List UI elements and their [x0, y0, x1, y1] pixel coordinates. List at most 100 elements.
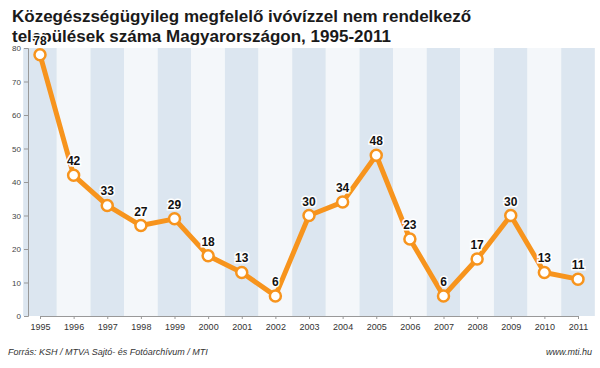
x-tick-mark — [175, 316, 176, 319]
data-label: 33 — [101, 184, 115, 198]
x-tick-label: 1997 — [98, 322, 118, 332]
y-tick-label: 0 — [17, 312, 22, 321]
chart: Közegészségügyileg megfelelő ivóvízzel n… — [0, 0, 600, 368]
x-tick-label: 2010 — [535, 322, 555, 332]
x-tick-label: 2002 — [266, 322, 286, 332]
grid — [23, 48, 595, 316]
y-tick-label: 40 — [12, 178, 21, 187]
x-tick: 2008 — [468, 316, 488, 332]
data-point — [404, 233, 415, 244]
data-point — [472, 254, 483, 265]
x-tick-label: 2001 — [232, 322, 252, 332]
data-point — [35, 49, 46, 60]
data-label: 6 — [272, 275, 279, 289]
data-label: 48 — [370, 134, 384, 148]
x-tick-label: 2008 — [468, 322, 488, 332]
data-label: 11 — [572, 258, 585, 272]
y-tick-label: 50 — [12, 145, 21, 154]
grid-stripe — [460, 48, 494, 316]
x-tick-mark — [74, 316, 75, 319]
grid-stripe — [124, 48, 158, 316]
data-label: 13 — [235, 251, 249, 265]
data-label: 30 — [504, 195, 518, 209]
grid-stripe — [191, 48, 225, 316]
x-tick-label: 2004 — [333, 322, 353, 332]
x-tick-mark — [544, 316, 545, 319]
x-tick-label: 2003 — [299, 322, 319, 332]
x-tick-mark — [309, 316, 310, 319]
x-tick-label: 1996 — [64, 322, 84, 332]
x-tick-label: 1999 — [165, 322, 185, 332]
grid-stripe — [259, 48, 293, 316]
y-tick-mark — [24, 48, 28, 49]
y-tick: 60 — [12, 111, 28, 120]
grid-stripe — [57, 48, 91, 316]
x-tick: 2003 — [299, 316, 319, 332]
y-tick-mark — [24, 316, 28, 317]
grid-stripe — [494, 48, 528, 316]
data-line — [40, 55, 578, 296]
x-tick-label: 2007 — [434, 322, 454, 332]
x-tick-mark — [275, 316, 276, 319]
data-label: 17 — [470, 238, 484, 252]
data-point — [236, 267, 247, 278]
x-tick: 2000 — [199, 316, 219, 332]
x-tick-mark — [477, 316, 478, 319]
data-label: 27 — [134, 205, 148, 219]
y-tick-label: 20 — [12, 245, 21, 254]
data-label: 29 — [168, 198, 182, 212]
y-axis-line — [24, 49, 29, 317]
y-tick: 80 — [12, 44, 28, 53]
grid-stripe — [158, 48, 192, 316]
y-tick: 20 — [12, 245, 28, 254]
y-tick-label: 80 — [12, 44, 21, 53]
x-tick-mark — [242, 316, 243, 319]
x-tick-mark — [107, 316, 108, 319]
data-point — [539, 267, 550, 278]
y-tick-mark — [24, 182, 28, 183]
y-tick-label: 60 — [12, 111, 21, 120]
x-tick: 2002 — [266, 316, 286, 332]
data-label: 18 — [201, 235, 215, 249]
y-tick-mark — [24, 82, 28, 83]
x-tick: 2007 — [434, 316, 454, 332]
data-point — [68, 170, 79, 181]
data-point — [102, 200, 113, 211]
x-tick-mark — [511, 316, 512, 319]
x-tick-label: 2000 — [199, 322, 219, 332]
x-tick-mark — [578, 316, 579, 319]
data-point — [438, 290, 449, 301]
data-point — [203, 250, 214, 261]
x-tick-label: 2005 — [367, 322, 387, 332]
y-tick-mark — [24, 216, 28, 217]
grid-stripe — [292, 48, 326, 316]
y-tick-mark — [24, 149, 28, 150]
y-tick: 30 — [12, 212, 28, 221]
y-tick: 0 — [17, 312, 28, 321]
x-tick: 2001 — [232, 316, 252, 332]
x-tick-mark — [376, 316, 377, 319]
x-tick-label: 1998 — [131, 322, 151, 332]
x-tick-label: 2006 — [400, 322, 420, 332]
data-point — [304, 210, 315, 221]
grid-stripe — [393, 48, 427, 316]
data-label: 6 — [440, 275, 447, 289]
source: Forrás: KSH / MTVA Sajtó- és Fotóarchívu… — [8, 347, 208, 357]
x-axis: 1995 1996 1997 1998 1999 2000 2001 2002 2003 2004… — [30, 316, 588, 332]
x-tick: 1998 — [131, 316, 151, 332]
y-tick: 70 — [12, 78, 28, 87]
data-point — [573, 274, 584, 285]
x-tick-mark — [343, 316, 344, 319]
grid-stripe — [90, 48, 124, 316]
data-label: 30 — [302, 195, 316, 209]
x-tick-label: 2011 — [569, 322, 588, 332]
x-tick: 2010 — [535, 316, 555, 332]
data-label: 78 — [33, 34, 47, 48]
background — [0, 0, 600, 368]
grid-stripe — [225, 48, 259, 316]
x-tick-mark — [444, 316, 445, 319]
website: www.mti.hu — [546, 347, 592, 357]
x-tick-mark — [141, 316, 142, 319]
x-tick-label: 1995 — [30, 322, 50, 332]
y-tick-label: 30 — [12, 212, 21, 221]
